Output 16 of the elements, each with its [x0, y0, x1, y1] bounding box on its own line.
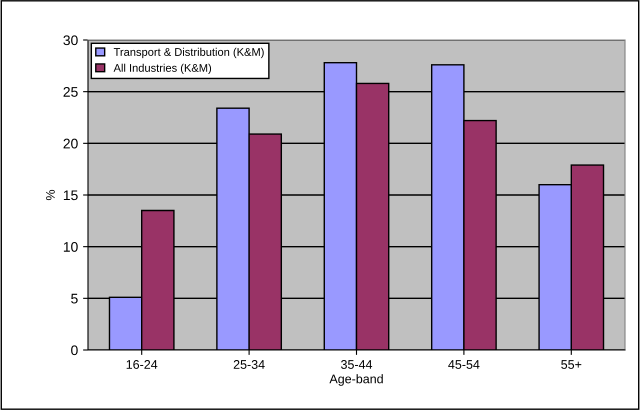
y-tick-label: 10 — [64, 242, 78, 252]
x-tick-label: 55+ — [561, 360, 582, 369]
y-axis-title: % — [46, 190, 55, 200]
y-tick-label: 0 — [71, 345, 78, 356]
x-tick-label: 35-44 — [340, 360, 372, 369]
y-tick-label: 30 — [63, 35, 78, 46]
x-tick-label: 45-54 — [448, 360, 480, 369]
y-tick-label: 5 — [71, 294, 78, 304]
legend-label: Transport & Distribution (K&M) — [114, 48, 264, 58]
x-axis-title: Age-band — [329, 374, 383, 386]
y-tick-label: 25 — [64, 87, 78, 97]
y-tick-label: 15 — [64, 190, 78, 200]
x-tick-label: 16-24 — [126, 360, 158, 369]
x-tick-label: 25-34 — [234, 360, 265, 369]
y-tick-label: 20 — [64, 138, 78, 149]
legend-label: All Industries (K&M) — [114, 64, 212, 74]
